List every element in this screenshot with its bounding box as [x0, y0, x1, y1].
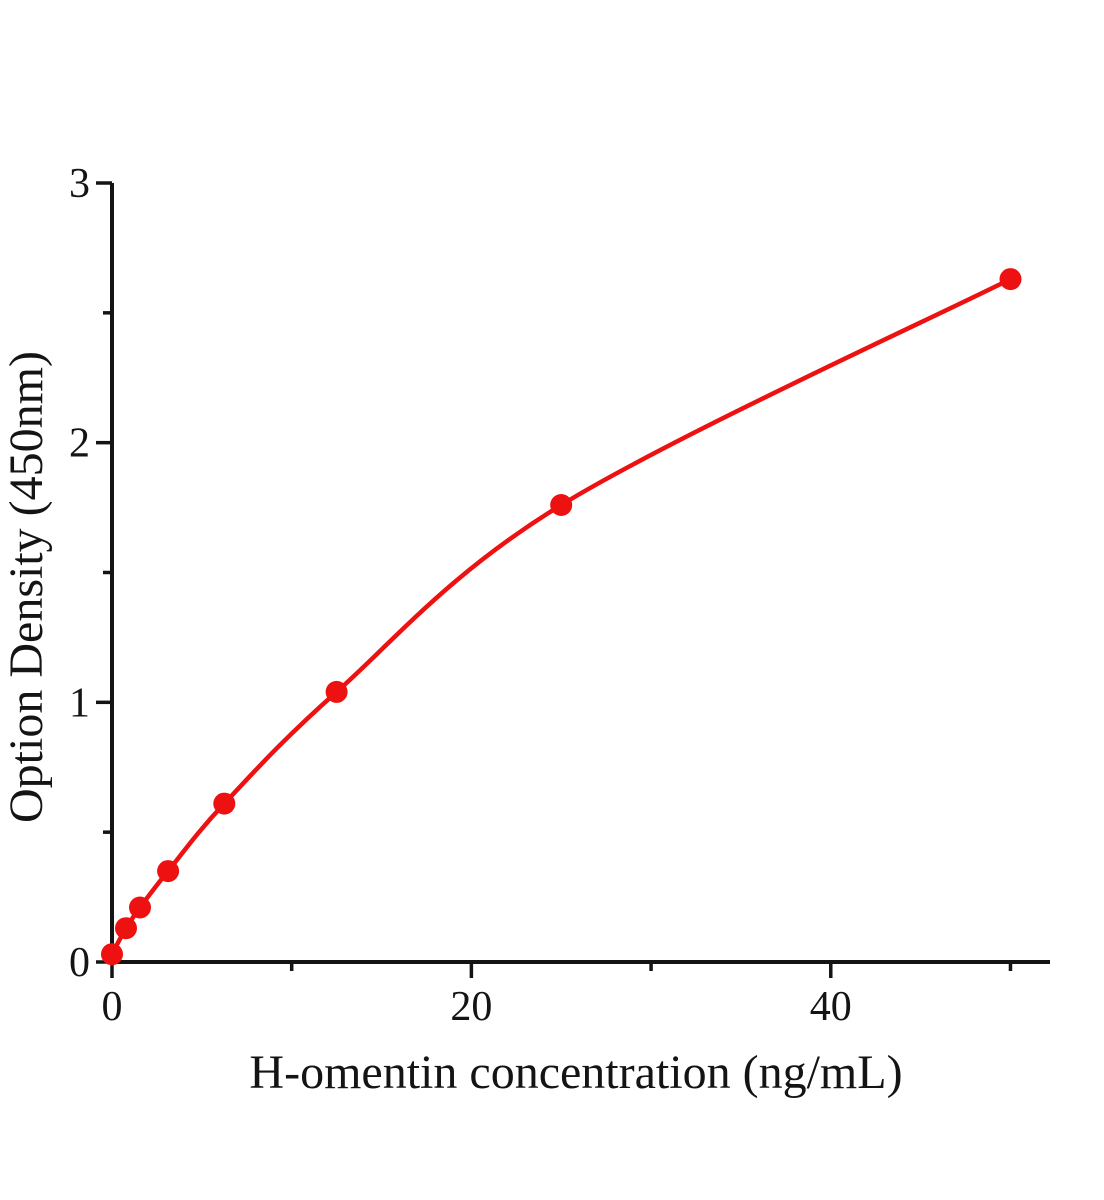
curve-layer — [101, 268, 1022, 966]
y-tick-label: 1 — [69, 680, 90, 726]
x-axis-title: H-omentin concentration (ng/mL) — [249, 1046, 902, 1099]
x-tick-label: 40 — [810, 984, 852, 1030]
x-tick-label: 20 — [450, 984, 492, 1030]
y-tick-label: 0 — [69, 940, 90, 986]
ticks-layer: 0 20 40 0 1 2 3 — [69, 161, 1013, 1030]
fitted-curve-line — [109, 276, 1013, 957]
y-axis-title: Option Density (450nm) — [0, 351, 53, 823]
axes-layer — [110, 183, 1050, 964]
y-tick-label: 2 — [69, 421, 90, 467]
data-point — [550, 494, 573, 516]
data-point — [325, 680, 348, 703]
data-point — [101, 943, 123, 966]
data-point — [213, 792, 236, 815]
data-point — [129, 896, 151, 919]
x-tick-label: 0 — [102, 984, 123, 1030]
data-point — [157, 860, 180, 883]
axes-frame — [110, 183, 1050, 964]
data-point — [999, 268, 1022, 291]
data-point — [115, 917, 137, 940]
y-tick-label: 3 — [69, 161, 90, 207]
